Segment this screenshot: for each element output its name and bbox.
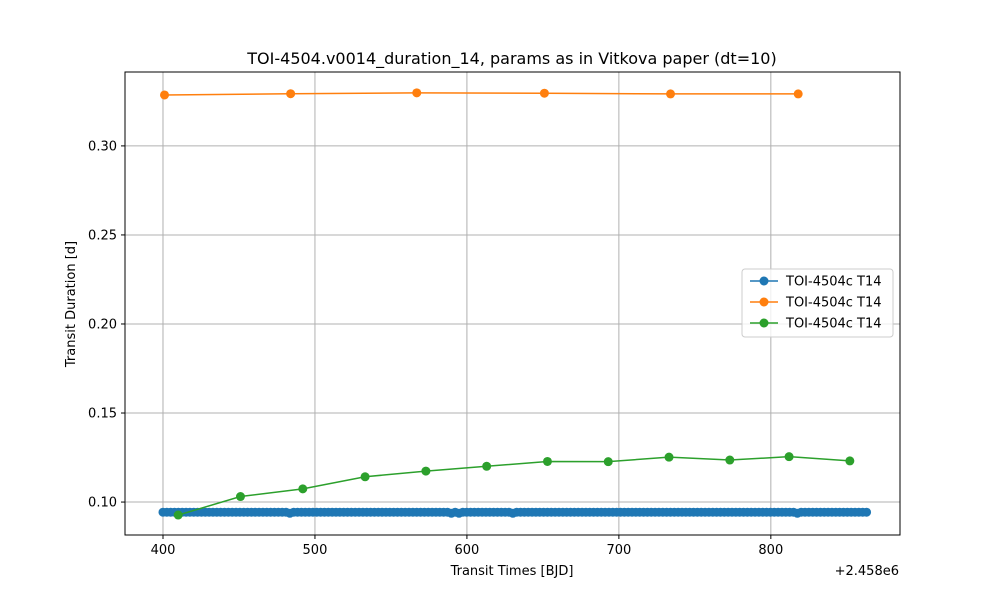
y-tick-label: 0.10	[88, 496, 117, 511]
data-point	[845, 456, 855, 466]
series-line	[177, 455, 850, 516]
legend-marker	[759, 297, 769, 307]
series-layer	[158, 88, 872, 520]
chart-title: TOI-4504.v0014_duration_14, params as in…	[246, 49, 776, 69]
y-tick-label: 0.20	[88, 317, 117, 332]
legend-item: TOI-4504c T14	[750, 317, 882, 332]
data-point	[725, 455, 735, 465]
data-point	[412, 88, 422, 98]
data-point	[539, 88, 549, 98]
data-point	[542, 456, 552, 466]
data-point	[862, 507, 872, 517]
data-point	[784, 452, 794, 462]
data-point	[160, 90, 170, 100]
series-1	[158, 507, 872, 518]
legend-item: TOI-4504c T14	[750, 275, 882, 290]
legend-label: TOI-4504c T14	[785, 275, 882, 290]
data-point	[793, 89, 803, 99]
series-3	[173, 452, 855, 520]
y-tick-label: 0.15	[88, 407, 117, 422]
y-tick-label: 0.30	[88, 139, 117, 154]
x-axis-ticks: 400 500 600 700 800	[151, 535, 783, 558]
legend-marker	[759, 318, 769, 328]
x-axis-label: Transit Times [BJD]	[450, 564, 574, 579]
data-point	[286, 89, 296, 99]
legend-box	[741, 268, 894, 338]
x-axis-offset: +2.458e6	[835, 564, 899, 579]
legend-label: TOI-4504c T14	[785, 296, 882, 311]
axes-frame	[124, 71, 901, 536]
y-axis-label: Transit Duration [d]	[64, 241, 79, 368]
x-tick-label: 700	[606, 543, 631, 558]
y-tick-label: 0.25	[88, 228, 117, 243]
data-point	[298, 484, 308, 494]
legend-item: TOI-4504c T14	[750, 296, 882, 311]
x-tick-label: 600	[454, 543, 479, 558]
data-point	[666, 89, 676, 99]
x-tick-label: 400	[151, 543, 176, 558]
data-point	[482, 461, 492, 471]
data-point	[235, 492, 245, 502]
legend-label: TOI-4504c T14	[785, 317, 882, 332]
data-point	[360, 472, 370, 482]
legend-marker	[759, 276, 769, 286]
data-point	[603, 457, 613, 467]
series-line	[164, 92, 799, 96]
series-2	[160, 88, 803, 100]
data-point	[421, 466, 431, 476]
y-axis-ticks: 0.10 0.15 0.20 0.25 0.30	[88, 139, 125, 511]
legend: TOI-4504c T14 TOI-4504c T14 TOI-4504c T14	[741, 268, 894, 338]
x-tick-label: 800	[758, 543, 783, 558]
data-point	[173, 510, 183, 520]
x-tick-label: 500	[303, 543, 328, 558]
data-point	[664, 452, 674, 462]
